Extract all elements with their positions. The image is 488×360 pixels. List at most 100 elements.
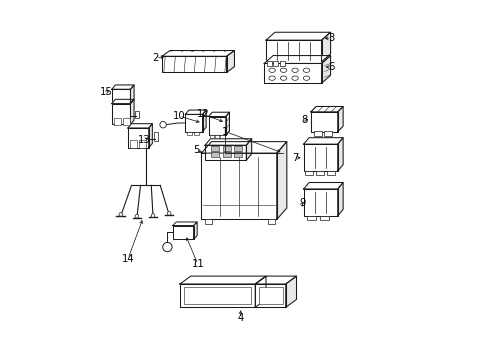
Ellipse shape xyxy=(268,68,275,72)
Bar xyxy=(303,189,337,216)
Bar xyxy=(162,56,226,72)
Bar xyxy=(310,112,337,132)
Bar xyxy=(184,287,250,304)
Polygon shape xyxy=(162,50,234,56)
Bar xyxy=(234,152,242,157)
Text: 14: 14 xyxy=(122,254,134,264)
Polygon shape xyxy=(285,276,296,307)
Text: 5: 5 xyxy=(192,145,199,155)
Text: 1: 1 xyxy=(222,127,228,136)
Bar xyxy=(234,146,242,151)
Polygon shape xyxy=(172,222,197,226)
Polygon shape xyxy=(321,32,330,62)
Ellipse shape xyxy=(303,68,309,72)
Bar xyxy=(210,146,218,151)
Bar xyxy=(194,132,199,135)
Polygon shape xyxy=(310,107,343,112)
Bar xyxy=(139,140,145,148)
Bar xyxy=(266,61,271,66)
Bar xyxy=(130,140,136,148)
Polygon shape xyxy=(208,112,229,117)
Circle shape xyxy=(163,242,172,252)
Bar xyxy=(265,40,321,62)
Text: 2: 2 xyxy=(152,53,159,63)
Bar xyxy=(222,152,230,157)
Text: 4: 4 xyxy=(237,313,243,323)
Bar xyxy=(172,226,193,239)
Polygon shape xyxy=(303,183,343,189)
Ellipse shape xyxy=(291,68,298,72)
Bar xyxy=(264,63,321,83)
Polygon shape xyxy=(246,139,251,160)
Polygon shape xyxy=(265,32,330,40)
Polygon shape xyxy=(337,138,343,171)
Polygon shape xyxy=(276,141,286,220)
Text: 13: 13 xyxy=(138,135,150,145)
Bar xyxy=(154,132,158,141)
Polygon shape xyxy=(226,50,234,72)
Bar xyxy=(201,153,276,220)
Bar xyxy=(319,216,328,220)
Bar xyxy=(204,219,212,224)
Bar xyxy=(222,146,230,151)
Bar xyxy=(255,284,285,307)
Polygon shape xyxy=(204,139,251,145)
Bar xyxy=(324,131,332,136)
Polygon shape xyxy=(128,124,152,128)
Polygon shape xyxy=(337,183,343,216)
Bar xyxy=(204,145,246,160)
Polygon shape xyxy=(321,55,330,83)
Bar xyxy=(279,61,284,66)
Bar xyxy=(273,61,278,66)
Bar xyxy=(135,111,139,118)
Ellipse shape xyxy=(291,76,298,80)
Bar xyxy=(128,128,148,148)
Polygon shape xyxy=(255,276,296,284)
Bar xyxy=(303,144,337,171)
Text: 7: 7 xyxy=(292,153,298,163)
Circle shape xyxy=(119,213,122,216)
Circle shape xyxy=(135,215,139,218)
Circle shape xyxy=(151,214,155,217)
Bar xyxy=(180,284,255,307)
Polygon shape xyxy=(193,222,197,239)
Text: 15: 15 xyxy=(100,87,113,97)
Text: 3: 3 xyxy=(327,33,334,43)
Bar xyxy=(210,152,218,157)
Text: 10: 10 xyxy=(173,111,185,121)
Bar xyxy=(122,118,130,125)
Text: 9: 9 xyxy=(299,198,305,208)
Bar xyxy=(185,114,202,132)
Polygon shape xyxy=(112,85,134,89)
Bar xyxy=(112,104,130,125)
Bar xyxy=(220,135,224,138)
Bar xyxy=(186,132,192,135)
Polygon shape xyxy=(130,99,134,125)
Bar xyxy=(112,89,130,103)
Bar xyxy=(267,219,274,224)
Polygon shape xyxy=(225,112,229,135)
Bar xyxy=(305,171,313,175)
Polygon shape xyxy=(255,276,265,307)
Polygon shape xyxy=(148,124,152,148)
Bar xyxy=(208,117,225,135)
Bar xyxy=(258,287,282,304)
Polygon shape xyxy=(185,110,206,114)
Text: 12: 12 xyxy=(197,109,209,120)
Polygon shape xyxy=(303,138,343,144)
Polygon shape xyxy=(202,110,206,132)
Circle shape xyxy=(167,212,171,215)
Bar xyxy=(306,216,316,220)
Polygon shape xyxy=(180,276,265,284)
Polygon shape xyxy=(337,107,343,132)
Polygon shape xyxy=(112,99,134,104)
Ellipse shape xyxy=(303,76,309,80)
Text: 11: 11 xyxy=(191,259,204,269)
Bar xyxy=(215,135,219,138)
Bar xyxy=(316,171,324,175)
Bar xyxy=(209,135,214,138)
Circle shape xyxy=(160,121,166,128)
Ellipse shape xyxy=(268,76,275,80)
Bar xyxy=(113,118,121,125)
Text: 8: 8 xyxy=(301,115,307,125)
